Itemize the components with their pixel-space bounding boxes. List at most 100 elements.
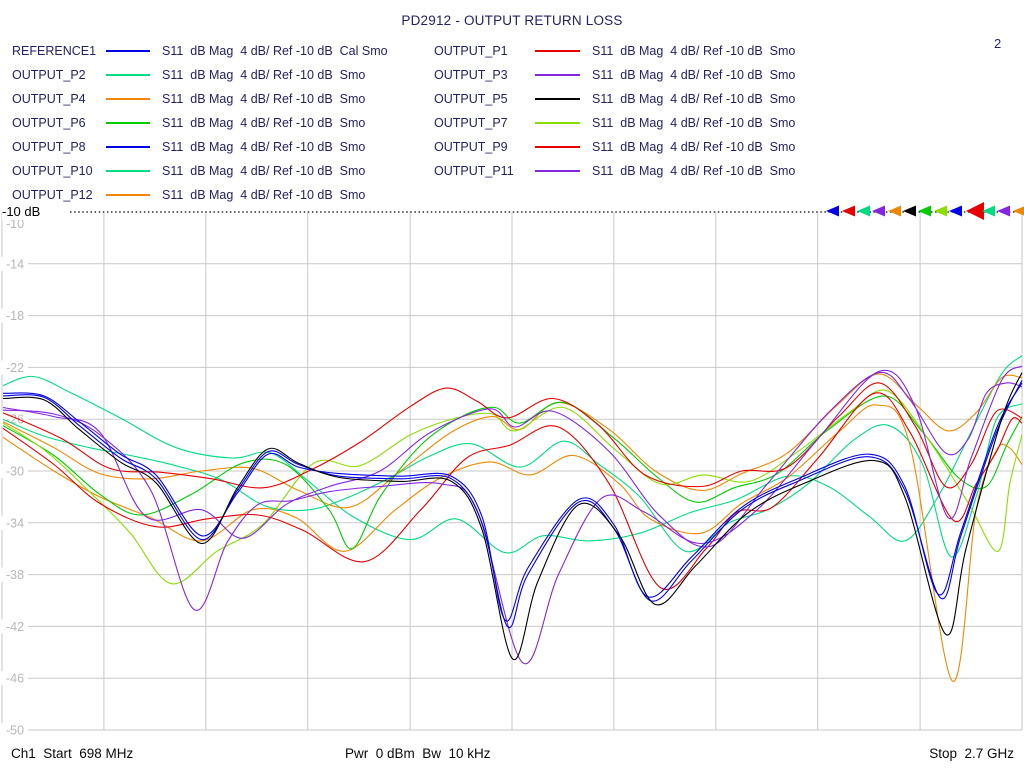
legend-row-output_p1[interactable]: OUTPUT_P1 S11 dB Mag 4 dB/ Ref -10 dB Smo (0, 42, 1024, 60)
trace-name-label: OUTPUT_P4 (12, 92, 86, 106)
trace-color-swatch (535, 74, 580, 76)
trace-output_p1 (2, 382, 1023, 489)
reference-marker-output_p9[interactable] (966, 202, 984, 220)
trace-settings-label: S11 dB Mag 4 dB/ Ref -10 dB Cal Smo (162, 44, 388, 58)
status-power-bandwidth: Pwr 0 dBm Bw 10 kHz (345, 746, 491, 761)
y-axis-tick-label: -34 (6, 516, 24, 530)
legend-row-output_p6[interactable]: OUTPUT_P6 S11 dB Mag 4 dB/ Ref -10 dB Smo (0, 114, 1024, 132)
reference-marker-output_p11[interactable] (997, 205, 1010, 217)
trace-name-label: OUTPUT_P10 (12, 164, 93, 178)
trace-output_p8 (2, 382, 1023, 622)
trace-name-label: REFERENCE1 (12, 44, 97, 58)
trace-color-swatch (535, 122, 580, 124)
trace-color-swatch (106, 122, 150, 124)
tick-label-backplate (0, 723, 28, 737)
y-axis-tick-label: -50 (6, 724, 24, 738)
trace-settings-label: S11 dB Mag 4 dB/ Ref -10 dB Smo (592, 92, 796, 106)
reference-marker-output_p7[interactable] (934, 205, 947, 217)
trace-output_p11 (2, 372, 1023, 548)
trace-output_p6 (2, 395, 1023, 550)
tick-label-backplate (0, 256, 28, 271)
trace-settings-label: S11 dB Mag 4 dB/ Ref -10 dB Smo (592, 68, 796, 82)
trace-name-label: OUTPUT_P11 (434, 164, 514, 178)
trace-settings-label: S11 dB Mag 4 dB/ Ref -10 dB Smo (592, 140, 796, 154)
trace-reference1 (2, 380, 1023, 629)
reference-level-label: -10 dB (2, 204, 66, 220)
trace-name-label: OUTPUT_P8 (12, 140, 86, 154)
trace-settings-label: S11 dB Mag 4 dB/ Ref -10 dB Smo (592, 44, 796, 58)
reference-marker-output_p3[interactable] (872, 205, 885, 217)
tick-label-backplate (0, 308, 28, 323)
tick-label-backplate (0, 567, 28, 582)
legend-row-output_p4[interactable]: OUTPUT_P4 S11 dB Mag 4 dB/ Ref -10 dB Smo (0, 90, 1024, 108)
y-axis-tick-label: -38 (6, 568, 24, 582)
tick-label-backplate (0, 515, 28, 530)
status-start-frequency: Ch1 Start 698 MHz (11, 746, 134, 761)
tick-label-backplate (0, 360, 28, 375)
trace-settings-label: S11 dB Mag 4 dB/ Ref -10 dB Smo (162, 164, 366, 178)
trace-settings-label: S11 dB Mag 4 dB/ Ref -10 dB Smo (592, 116, 796, 130)
chart-title: PD2912 - OUTPUT RETURN LOSS (401, 13, 623, 28)
y-axis-tick-label: -46 (6, 672, 24, 686)
trace-settings-label: S11 dB Mag 4 dB/ Ref -10 dB Smo (162, 92, 366, 106)
trace-output_p12 (2, 404, 1023, 682)
legend-row-output_p8[interactable]: OUTPUT_P8 S11 dB Mag 4 dB/ Ref -10 dB Smo (0, 138, 1024, 156)
reference-marker-reference1[interactable] (826, 205, 839, 217)
trace-name-label: OUTPUT_P6 (12, 116, 86, 130)
legend-row-output_p2[interactable]: OUTPUT_P2 S11 dB Mag 4 dB/ Ref -10 dB Smo (0, 66, 1024, 84)
y-axis-tick-label: -18 (6, 309, 24, 323)
reference-marker-output_p10[interactable] (982, 205, 995, 217)
trace-name-label: OUTPUT_P7 (434, 116, 508, 130)
reference-marker-output_p4[interactable] (888, 205, 901, 217)
trace-color-swatch (106, 74, 150, 76)
legend-row-output_p7[interactable]: OUTPUT_P7 S11 dB Mag 4 dB/ Ref -10 dB Smo (0, 114, 1024, 132)
trace-settings-label: S11 dB Mag 4 dB/ Ref -10 dB Smo (162, 68, 366, 82)
y-axis-tick-label: -30 (6, 465, 24, 479)
legend-row-reference1[interactable]: REFERENCE1 S11 dB Mag 4 dB/ Ref -10 dB Ca… (0, 42, 1024, 60)
channel-indicator: 2 (994, 36, 1002, 51)
status-stop-frequency: Stop 2.7 GHz (929, 746, 1014, 761)
tick-label-backplate (0, 671, 28, 686)
trace-settings-label: S11 dB Mag 4 dB/ Ref -10 dB Smo (162, 140, 366, 154)
reference-marker-output_p2[interactable] (857, 205, 870, 217)
trace-color-swatch (106, 50, 150, 52)
y-axis-tick-label: -14 (6, 257, 24, 271)
y-axis-tick-label: -42 (6, 620, 24, 634)
trace-name-label: OUTPUT_P1 (434, 44, 508, 58)
y-axis-tick-label-ref: -10 (6, 217, 24, 231)
legend-row-output_p11[interactable]: OUTPUT_P11 S11 dB Mag 4 dB/ Ref -10 dB Sm… (0, 162, 1024, 180)
reference-marker-output_p5[interactable] (903, 205, 916, 217)
tick-label-backplate (0, 412, 28, 427)
status-bar: Ch1 Start 698 MHz Pwr 0 dBm Bw 10 kHz St… (0, 744, 1024, 768)
trace-name-label: OUTPUT_P12 (12, 188, 93, 202)
tick-label-backplate (0, 619, 28, 634)
trace-color-swatch (535, 170, 580, 172)
y-axis-tick-label: -22 (6, 361, 24, 375)
trace-color-swatch (535, 50, 580, 52)
trace-color-swatch (106, 170, 150, 172)
reference-marker-output_p12[interactable] (1013, 206, 1024, 217)
legend-row-output_p5[interactable]: OUTPUT_P5 S11 dB Mag 4 dB/ Ref -10 dB Smo (0, 90, 1024, 108)
trace-name-label: OUTPUT_P2 (12, 68, 86, 82)
legend-row-output_p10[interactable]: OUTPUT_P10 S11 dB Mag 4 dB/ Ref -10 dB Sm… (0, 162, 1024, 180)
trace-output_p2 (2, 355, 1023, 554)
trace-color-swatch (106, 194, 150, 196)
trace-color-swatch (106, 146, 150, 148)
trace-name-label: OUTPUT_P9 (434, 140, 508, 154)
trace-output_p7 (2, 389, 1023, 585)
tick-label-backplate (0, 464, 28, 478)
reference-marker-output_p6[interactable] (918, 205, 931, 217)
legend-row-output_p3[interactable]: OUTPUT_P3 S11 dB Mag 4 dB/ Ref -10 dB Smo (0, 66, 1024, 84)
reference-marker-output_p8[interactable] (949, 205, 962, 217)
legend-row-output_p9[interactable]: OUTPUT_P9 S11 dB Mag 4 dB/ Ref -10 dB Smo (0, 138, 1024, 156)
legend-row-output_p12[interactable]: OUTPUT_P12 S11 dB Mag 4 dB/ Ref -10 dB Sm… (0, 186, 1024, 204)
trace-color-swatch (535, 146, 580, 148)
trace-settings-label: S11 dB Mag 4 dB/ Ref -10 dB Smo (592, 164, 796, 178)
trace-output_p3 (2, 365, 1023, 665)
trace-output_p5 (2, 372, 1023, 661)
trace-name-label: OUTPUT_P3 (434, 68, 508, 82)
reference-marker-output_p1[interactable] (842, 205, 855, 217)
